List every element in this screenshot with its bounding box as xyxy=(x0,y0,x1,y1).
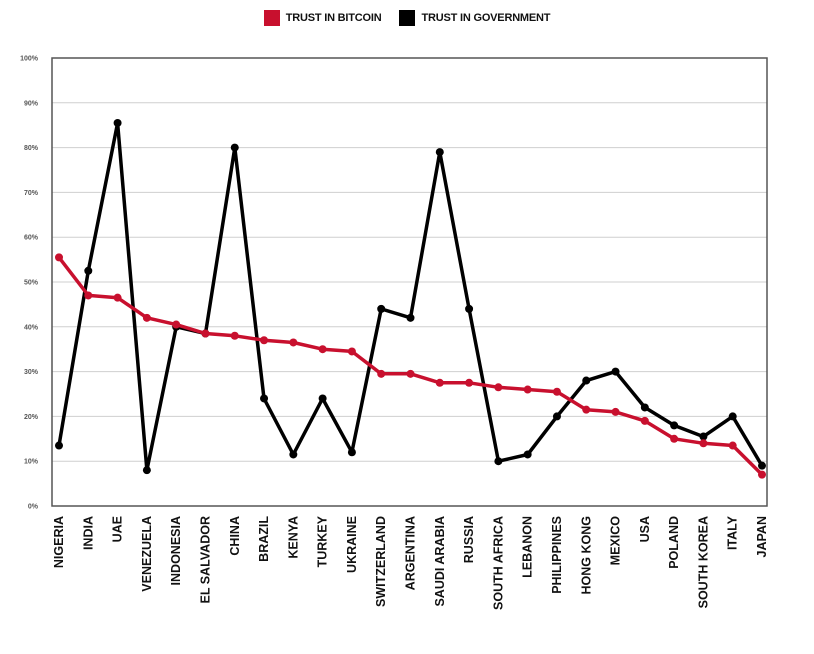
data-point-government xyxy=(406,313,415,322)
x-tick-label: SWITZERLAND xyxy=(374,516,388,607)
y-tick-label: 30% xyxy=(24,369,39,376)
x-tick-label: EL SALVADOR xyxy=(198,516,212,604)
y-tick-label: 20% xyxy=(24,414,39,421)
x-tick-label: PHILIPPINES xyxy=(550,516,564,594)
data-point-government xyxy=(552,412,561,421)
legend-label-government: TRUST IN GOVERNMENT xyxy=(421,12,551,24)
data-point-bitcoin xyxy=(699,439,708,448)
x-tick-label: ARGENTINA xyxy=(404,516,418,590)
data-point-government xyxy=(347,448,356,457)
data-point-government xyxy=(289,450,298,459)
x-tick-label: SOUTH KOREA xyxy=(696,516,710,608)
data-point-bitcoin xyxy=(406,369,415,378)
data-point-bitcoin xyxy=(55,253,63,262)
x-tick-label: USA xyxy=(638,516,652,542)
data-point-government xyxy=(84,266,93,275)
y-tick-label: 60% xyxy=(24,235,39,242)
data-point-bitcoin xyxy=(318,345,327,354)
y-tick-label: 90% xyxy=(24,100,39,107)
data-point-government xyxy=(318,394,327,403)
data-point-government xyxy=(640,403,649,412)
data-point-bitcoin xyxy=(582,405,591,414)
data-point-government xyxy=(230,143,239,152)
data-point-bitcoin xyxy=(728,441,737,450)
x-tick-label: UAE xyxy=(111,516,125,542)
data-point-government xyxy=(377,304,386,313)
data-point-government xyxy=(699,432,708,441)
x-tick-label: RUSSIA xyxy=(462,516,476,563)
data-point-bitcoin xyxy=(172,320,181,329)
data-point-bitcoin xyxy=(347,347,356,356)
data-point-government xyxy=(260,394,269,403)
data-point-government xyxy=(582,376,591,385)
x-tick-label: SOUTH AFRICA xyxy=(491,516,505,610)
y-tick-label: 0% xyxy=(28,504,39,511)
y-tick-label: 100% xyxy=(20,56,39,63)
data-point-government xyxy=(758,461,766,470)
x-tick-label: HONG KONG xyxy=(579,516,593,594)
legend-item-government: TRUST IN GOVERNMENT xyxy=(399,10,550,26)
data-point-bitcoin xyxy=(201,329,210,338)
data-point-government xyxy=(465,304,474,313)
data-point-bitcoin xyxy=(552,387,561,396)
x-tick-label: BRAZIL xyxy=(257,516,271,562)
data-point-bitcoin xyxy=(289,338,298,347)
chart-legend: TRUST IN BITCOIN TRUST IN GOVERNMENT xyxy=(0,10,814,26)
data-point-government xyxy=(55,441,63,450)
x-tick-label: ITALY xyxy=(726,515,740,550)
y-tick-label: 50% xyxy=(24,280,39,287)
y-tick-label: 80% xyxy=(24,145,39,152)
data-point-government xyxy=(142,466,151,475)
data-point-government xyxy=(435,148,444,157)
data-point-bitcoin xyxy=(260,336,269,345)
plot-frame xyxy=(51,57,768,507)
y-tick-label: 70% xyxy=(24,190,39,197)
legend-item-bitcoin: TRUST IN BITCOIN xyxy=(263,10,382,26)
data-point-government xyxy=(728,412,737,421)
data-point-bitcoin xyxy=(113,293,122,302)
series-line-government xyxy=(57,121,764,472)
data-point-bitcoin xyxy=(758,470,766,479)
x-tick-label: INDONESIA xyxy=(169,516,183,585)
data-point-government xyxy=(523,450,532,459)
x-tick-label: INDIA xyxy=(81,516,95,550)
data-point-bitcoin xyxy=(84,291,93,300)
x-tick-label: KENYA xyxy=(286,516,300,559)
data-point-bitcoin xyxy=(142,313,151,322)
data-point-bitcoin xyxy=(670,434,679,443)
legend-label-bitcoin: TRUST IN BITCOIN xyxy=(285,12,382,24)
x-tick-label: JAPAN xyxy=(755,516,769,557)
x-tick-label: MEXICO xyxy=(609,516,623,566)
data-point-government xyxy=(113,118,122,127)
x-tick-label: TURKEY xyxy=(316,515,330,567)
data-point-government xyxy=(611,367,620,376)
data-point-bitcoin xyxy=(230,331,239,340)
data-point-government xyxy=(670,421,679,430)
y-tick-label: 10% xyxy=(24,459,39,466)
data-point-bitcoin xyxy=(435,378,444,387)
data-point-bitcoin xyxy=(523,385,532,394)
data-point-government xyxy=(494,457,503,466)
series-line-bitcoin xyxy=(57,255,764,477)
x-tick-label: LEBANON xyxy=(521,516,535,578)
y-tick-label: 40% xyxy=(24,324,39,331)
legend-swatch-government xyxy=(399,10,416,26)
data-point-bitcoin xyxy=(611,407,620,416)
x-tick-label: CHINA xyxy=(228,516,242,556)
x-tick-label: NIGERIA xyxy=(52,516,66,568)
data-point-bitcoin xyxy=(494,383,503,392)
x-tick-label: VENEZUELA xyxy=(140,516,154,592)
x-tick-label: POLAND xyxy=(667,516,681,569)
x-tick-label: SAUDI ARABIA xyxy=(433,516,447,607)
legend-swatch-bitcoin xyxy=(263,10,280,26)
x-tick-label: UKRAINE xyxy=(345,516,359,573)
data-point-bitcoin xyxy=(640,416,649,425)
data-point-bitcoin xyxy=(377,369,386,378)
data-point-bitcoin xyxy=(465,378,474,387)
